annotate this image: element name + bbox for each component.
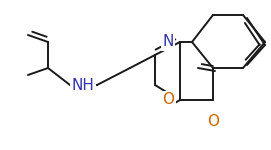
Text: N: N	[162, 34, 174, 50]
Text: O: O	[162, 93, 174, 108]
Text: O: O	[207, 114, 219, 129]
Text: NH: NH	[72, 78, 94, 93]
